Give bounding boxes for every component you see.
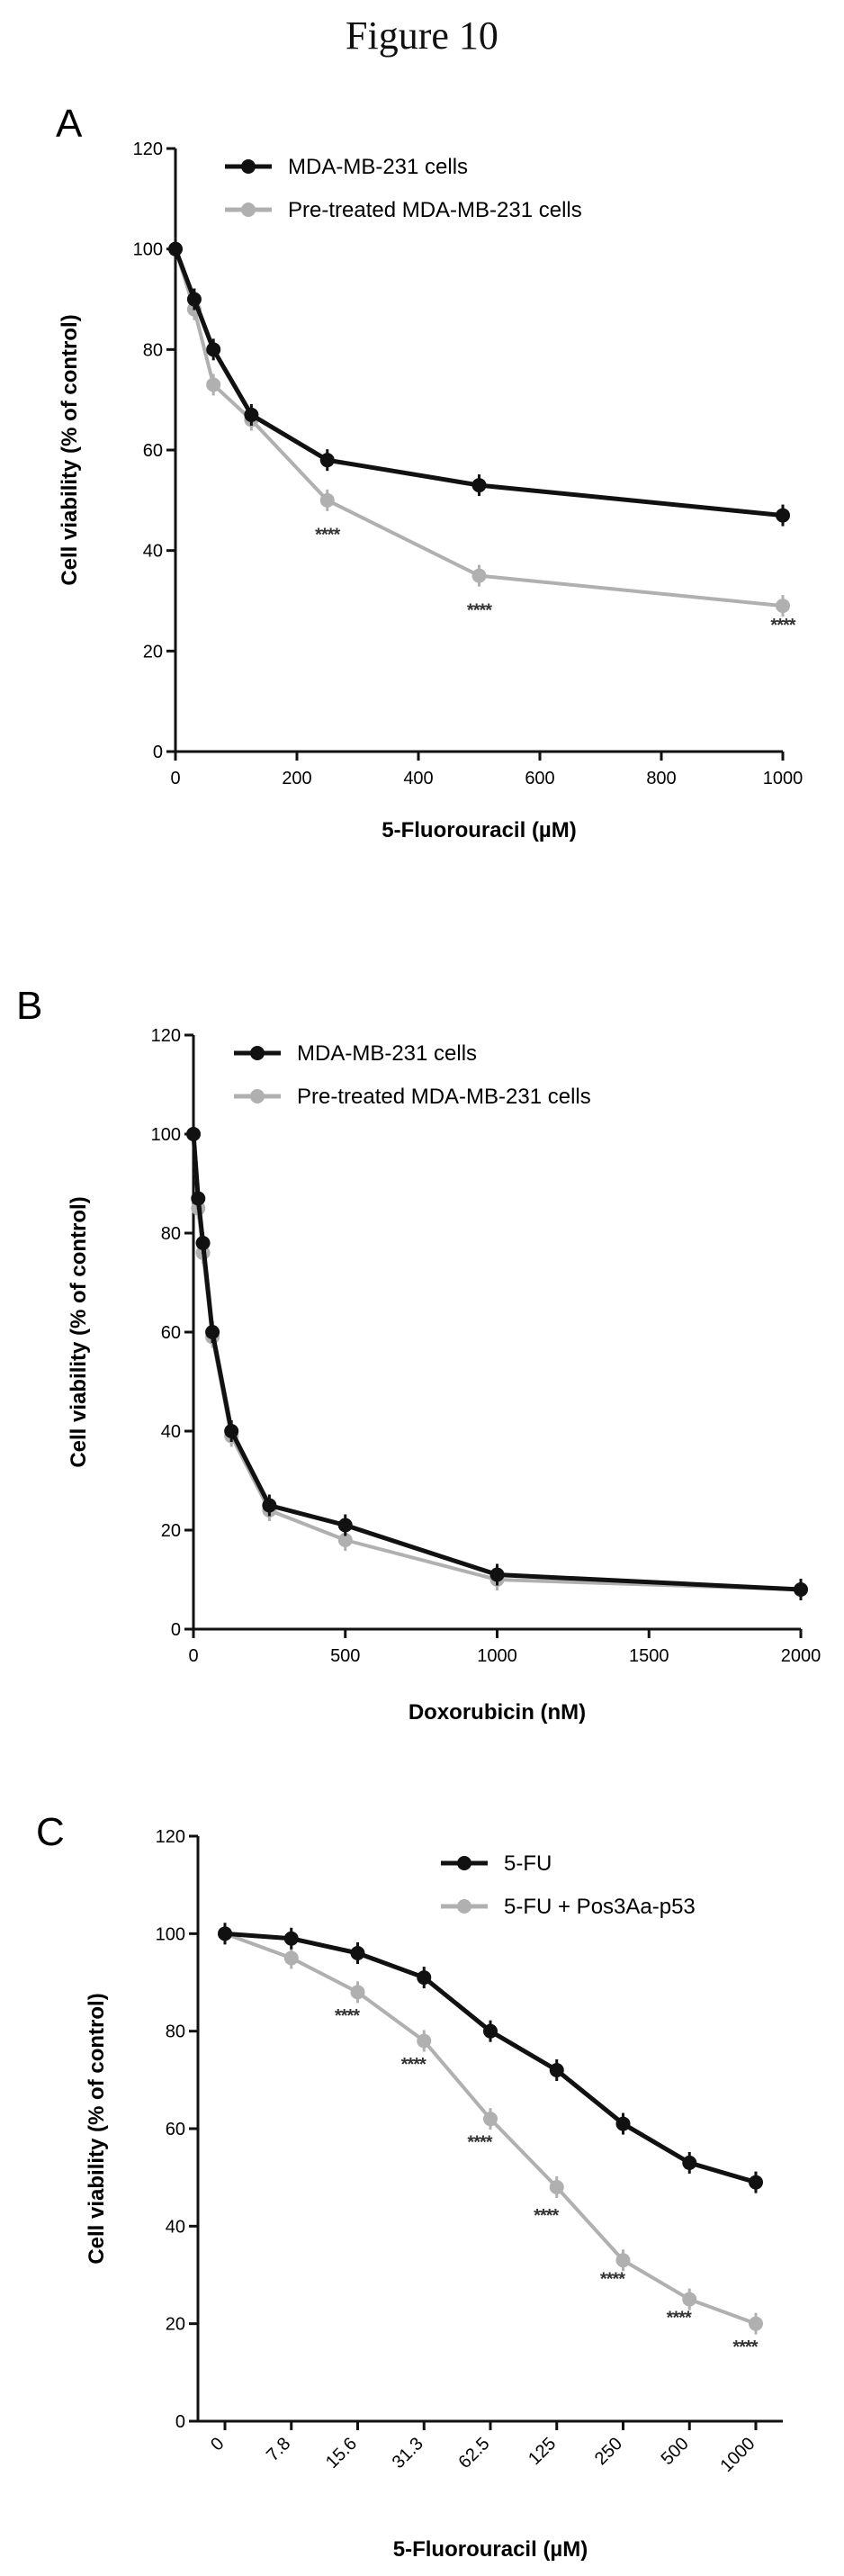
x-tick-label: 1000	[763, 769, 804, 788]
y-tick-label: 120	[151, 1026, 181, 1046]
y-axis-label: Cell viability (% of control)	[58, 314, 82, 585]
y-tick-label: 100	[156, 1924, 185, 1944]
series-line-2	[174, 248, 784, 608]
x-axis-label: 5-Fluorouracil (µM)	[393, 2537, 588, 2562]
legend-label-2: Pre-treated MDA-MB-231 cells	[288, 198, 582, 222]
significance-marker: ****	[770, 616, 795, 635]
y-tick-label: 20	[166, 2315, 185, 2335]
significance-marker: ****	[600, 2269, 625, 2289]
y-axis-label: Cell viability (% of control)	[67, 1196, 91, 1467]
y-tick-label: 40	[161, 1422, 181, 1442]
x-axis-label: Doxorubicin (nM)	[409, 1700, 586, 1725]
x-tick-label: 31.3	[389, 2434, 427, 2472]
panel-letter-b: B	[16, 984, 42, 1028]
y-tick-label: 60	[143, 441, 163, 461]
y-tick-label: 120	[156, 1827, 185, 1847]
chart-panel-c: C 0 20 40 60 80 100 120 0 7.8 15.6 31.3 62.5 125 250 50…	[36, 1810, 783, 2562]
x-tick-label: 200	[282, 769, 311, 788]
x-tick-label: 0	[207, 2434, 228, 2454]
y-tick-label: 0	[153, 743, 163, 762]
x-tick-label: 250	[591, 2434, 626, 2469]
series-line-1	[191, 1133, 802, 1592]
y-tick-label: 40	[143, 542, 163, 562]
x-tick-label: 15.6	[322, 2434, 361, 2472]
x-tick-label: 1000	[717, 2434, 759, 2476]
panel-letter-c: C	[36, 1810, 65, 1854]
y-tick-label: 60	[166, 2120, 185, 2139]
x-tick-label: 0	[188, 1646, 198, 1666]
x-tick-label: 1000	[477, 1646, 517, 1666]
legend-label-1: 5-FU	[504, 1851, 552, 1876]
x-axis-label: 5-Fluorouracil (µM)	[382, 818, 577, 842]
x-tick-label: 500	[330, 1646, 360, 1666]
x-tick-label: 600	[525, 769, 554, 788]
y-tick-label: 100	[133, 240, 163, 260]
significance-marker: ****	[335, 2006, 360, 2026]
legend-swatch-marker	[457, 1856, 471, 1870]
legend-swatch-marker	[457, 1899, 471, 1914]
y-tick-label: 0	[171, 1620, 181, 1640]
y-tick-label: 0	[175, 2412, 185, 2432]
legend-swatch-marker	[241, 203, 256, 217]
x-tick-label: 7.8	[263, 2434, 294, 2465]
significance-marker: ****	[534, 2206, 559, 2226]
significance-marker: ****	[401, 2055, 426, 2075]
legend-label-2: Pre-treated MDA-MB-231 cells	[297, 1085, 591, 1109]
legend-label-2: 5-FU + Pos3Aa-p53	[504, 1895, 696, 1919]
x-tick-label: 1500	[629, 1646, 669, 1666]
y-tick-label: 60	[161, 1323, 181, 1343]
x-tick-label: 500	[658, 2434, 693, 2469]
y-tick-label: 80	[161, 1224, 181, 1244]
y-tick-label: 40	[166, 2217, 185, 2237]
significance-marker: ****	[467, 2133, 492, 2153]
significance-marker: ****	[667, 2309, 692, 2328]
x-tick-label: 2000	[781, 1646, 822, 1666]
significance-marker: ****	[467, 600, 492, 620]
x-tick-label: 125	[525, 2434, 560, 2469]
y-tick-label: 20	[143, 642, 163, 662]
y-axis-label: Cell viability (% of control)	[85, 1993, 109, 2264]
y-tick-label: 120	[133, 140, 163, 159]
y-tick-label: 20	[161, 1521, 181, 1541]
significance-marker: ****	[315, 526, 340, 545]
figure-title: Figure 10	[346, 14, 498, 58]
legend-swatch-marker	[250, 1046, 265, 1060]
panel-letter-a: A	[56, 102, 83, 146]
x-tick-label: 400	[403, 769, 433, 788]
x-tick-label: 800	[646, 769, 676, 788]
legend-label-1: MDA-MB-231 cells	[288, 155, 468, 179]
y-tick-label: 80	[166, 2022, 185, 2042]
x-tick-label: 0	[170, 769, 180, 788]
y-tick-label: 100	[151, 1125, 181, 1145]
legend-swatch-marker	[241, 159, 256, 174]
series-line-2	[192, 1133, 802, 1591]
chart-panel-a: A 0 20 40 60 80 100 120 0 200 400 600 800 1000 5-Fluor…	[56, 102, 804, 842]
y-tick-label: 80	[143, 340, 163, 360]
legend-swatch-marker	[250, 1089, 265, 1103]
legend-label-1: MDA-MB-231 cells	[297, 1041, 477, 1066]
significance-marker: ****	[732, 2337, 758, 2357]
x-tick-label: 62.5	[454, 2434, 493, 2472]
chart-panel-b: B 0 20 40 60 80 100 120 0 500 1000 1500 2000 Doxorubi…	[16, 984, 822, 1725]
